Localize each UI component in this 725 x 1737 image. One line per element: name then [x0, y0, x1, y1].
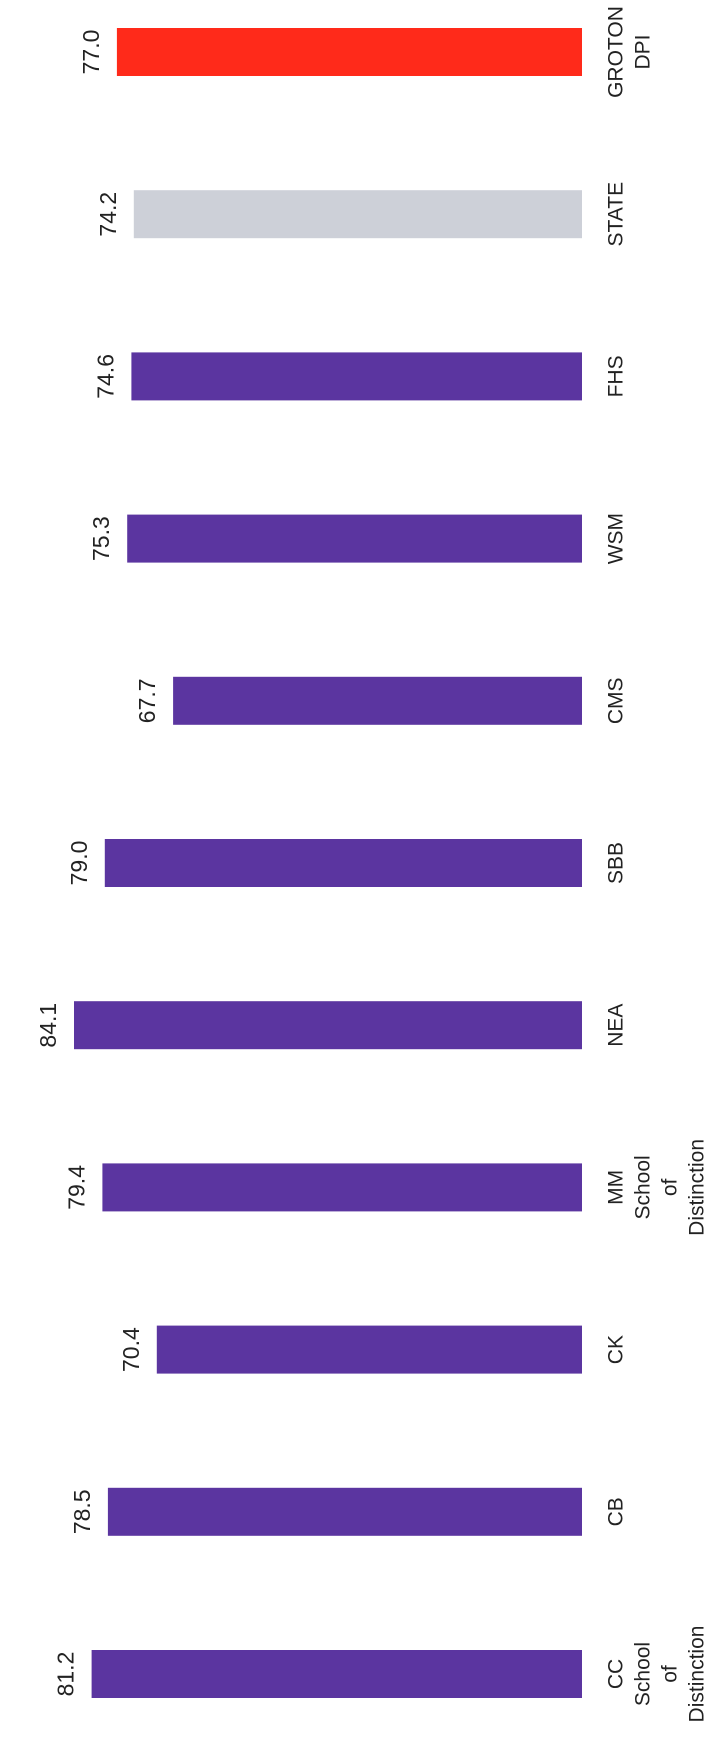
- value-label-8: 70.4: [118, 1327, 144, 1372]
- category-label-1-line-0: STATE: [605, 182, 628, 247]
- category-label-2-line-0: FHS: [605, 355, 628, 397]
- bar-6: [74, 1001, 582, 1050]
- value-label-1: 74.2: [95, 192, 121, 237]
- bar-4: [173, 676, 582, 725]
- category-label-7-line-1: School: [632, 1155, 655, 1219]
- bars-group: [74, 28, 583, 1698]
- value-label-6: 84.1: [35, 1003, 61, 1048]
- category-label-0-line-1: DPI: [632, 34, 655, 69]
- category-label-7-line-0: MM: [605, 1170, 628, 1205]
- category-label-10-line-2: of: [659, 1665, 682, 1683]
- category-label-8: CK: [605, 1335, 628, 1364]
- category-label-9: CB: [605, 1497, 628, 1526]
- bar-2: [131, 352, 582, 401]
- bar-3: [127, 514, 582, 563]
- value-label-5: 79.0: [66, 841, 92, 886]
- category-label-5-line-0: SBB: [605, 842, 628, 884]
- value-labels-group: 77.0 74.2 74.6 75.3 67.7 79.0 84.1 79.4 70.4 78.5…: [35, 30, 160, 1697]
- category-label-1: STATE: [605, 182, 628, 247]
- bar-7: [102, 1163, 583, 1212]
- category-label-2: FHS: [605, 355, 628, 397]
- category-label-0-line-0: GROTON: [605, 6, 628, 98]
- value-label-7: 79.4: [63, 1165, 89, 1210]
- value-label-9: 78.5: [69, 1489, 95, 1534]
- category-label-7: MM School of Distinction: [605, 1139, 709, 1236]
- category-label-7-line-2: of: [659, 1178, 682, 1196]
- bar-10: [91, 1650, 582, 1698]
- bar-8: [156, 1325, 583, 1374]
- category-label-10-line-1: School: [632, 1642, 655, 1706]
- bar-0: [116, 28, 583, 76]
- category-label-6: NEA: [605, 1004, 628, 1047]
- value-label-10: 81.2: [53, 1652, 79, 1697]
- category-label-3: WSM: [605, 513, 628, 564]
- category-label-3-line-0: WSM: [605, 513, 628, 564]
- category-label-0: GROTON DPI: [605, 6, 655, 98]
- category-label-7-line-3: Distinction: [686, 1139, 709, 1236]
- value-label-3: 75.3: [88, 516, 114, 561]
- category-label-9-line-0: CB: [605, 1497, 628, 1526]
- category-label-10: CC School of Distinction: [605, 1626, 709, 1723]
- bar-5: [104, 839, 583, 887]
- bar-9: [107, 1487, 583, 1536]
- category-label-6-line-0: NEA: [605, 1004, 628, 1047]
- category-label-4-line-0: CMS: [605, 677, 628, 724]
- category-label-4: CMS: [605, 677, 628, 724]
- category-label-8-line-0: CK: [605, 1335, 628, 1364]
- value-label-2: 74.6: [92, 354, 118, 399]
- value-label-4: 67.7: [134, 678, 160, 723]
- category-label-10-line-3: Distinction: [686, 1626, 709, 1723]
- bar-1: [133, 190, 583, 239]
- value-label-0: 77.0: [78, 30, 104, 75]
- category-label-10-line-0: CC: [605, 1659, 628, 1689]
- category-label-5: SBB: [605, 842, 628, 884]
